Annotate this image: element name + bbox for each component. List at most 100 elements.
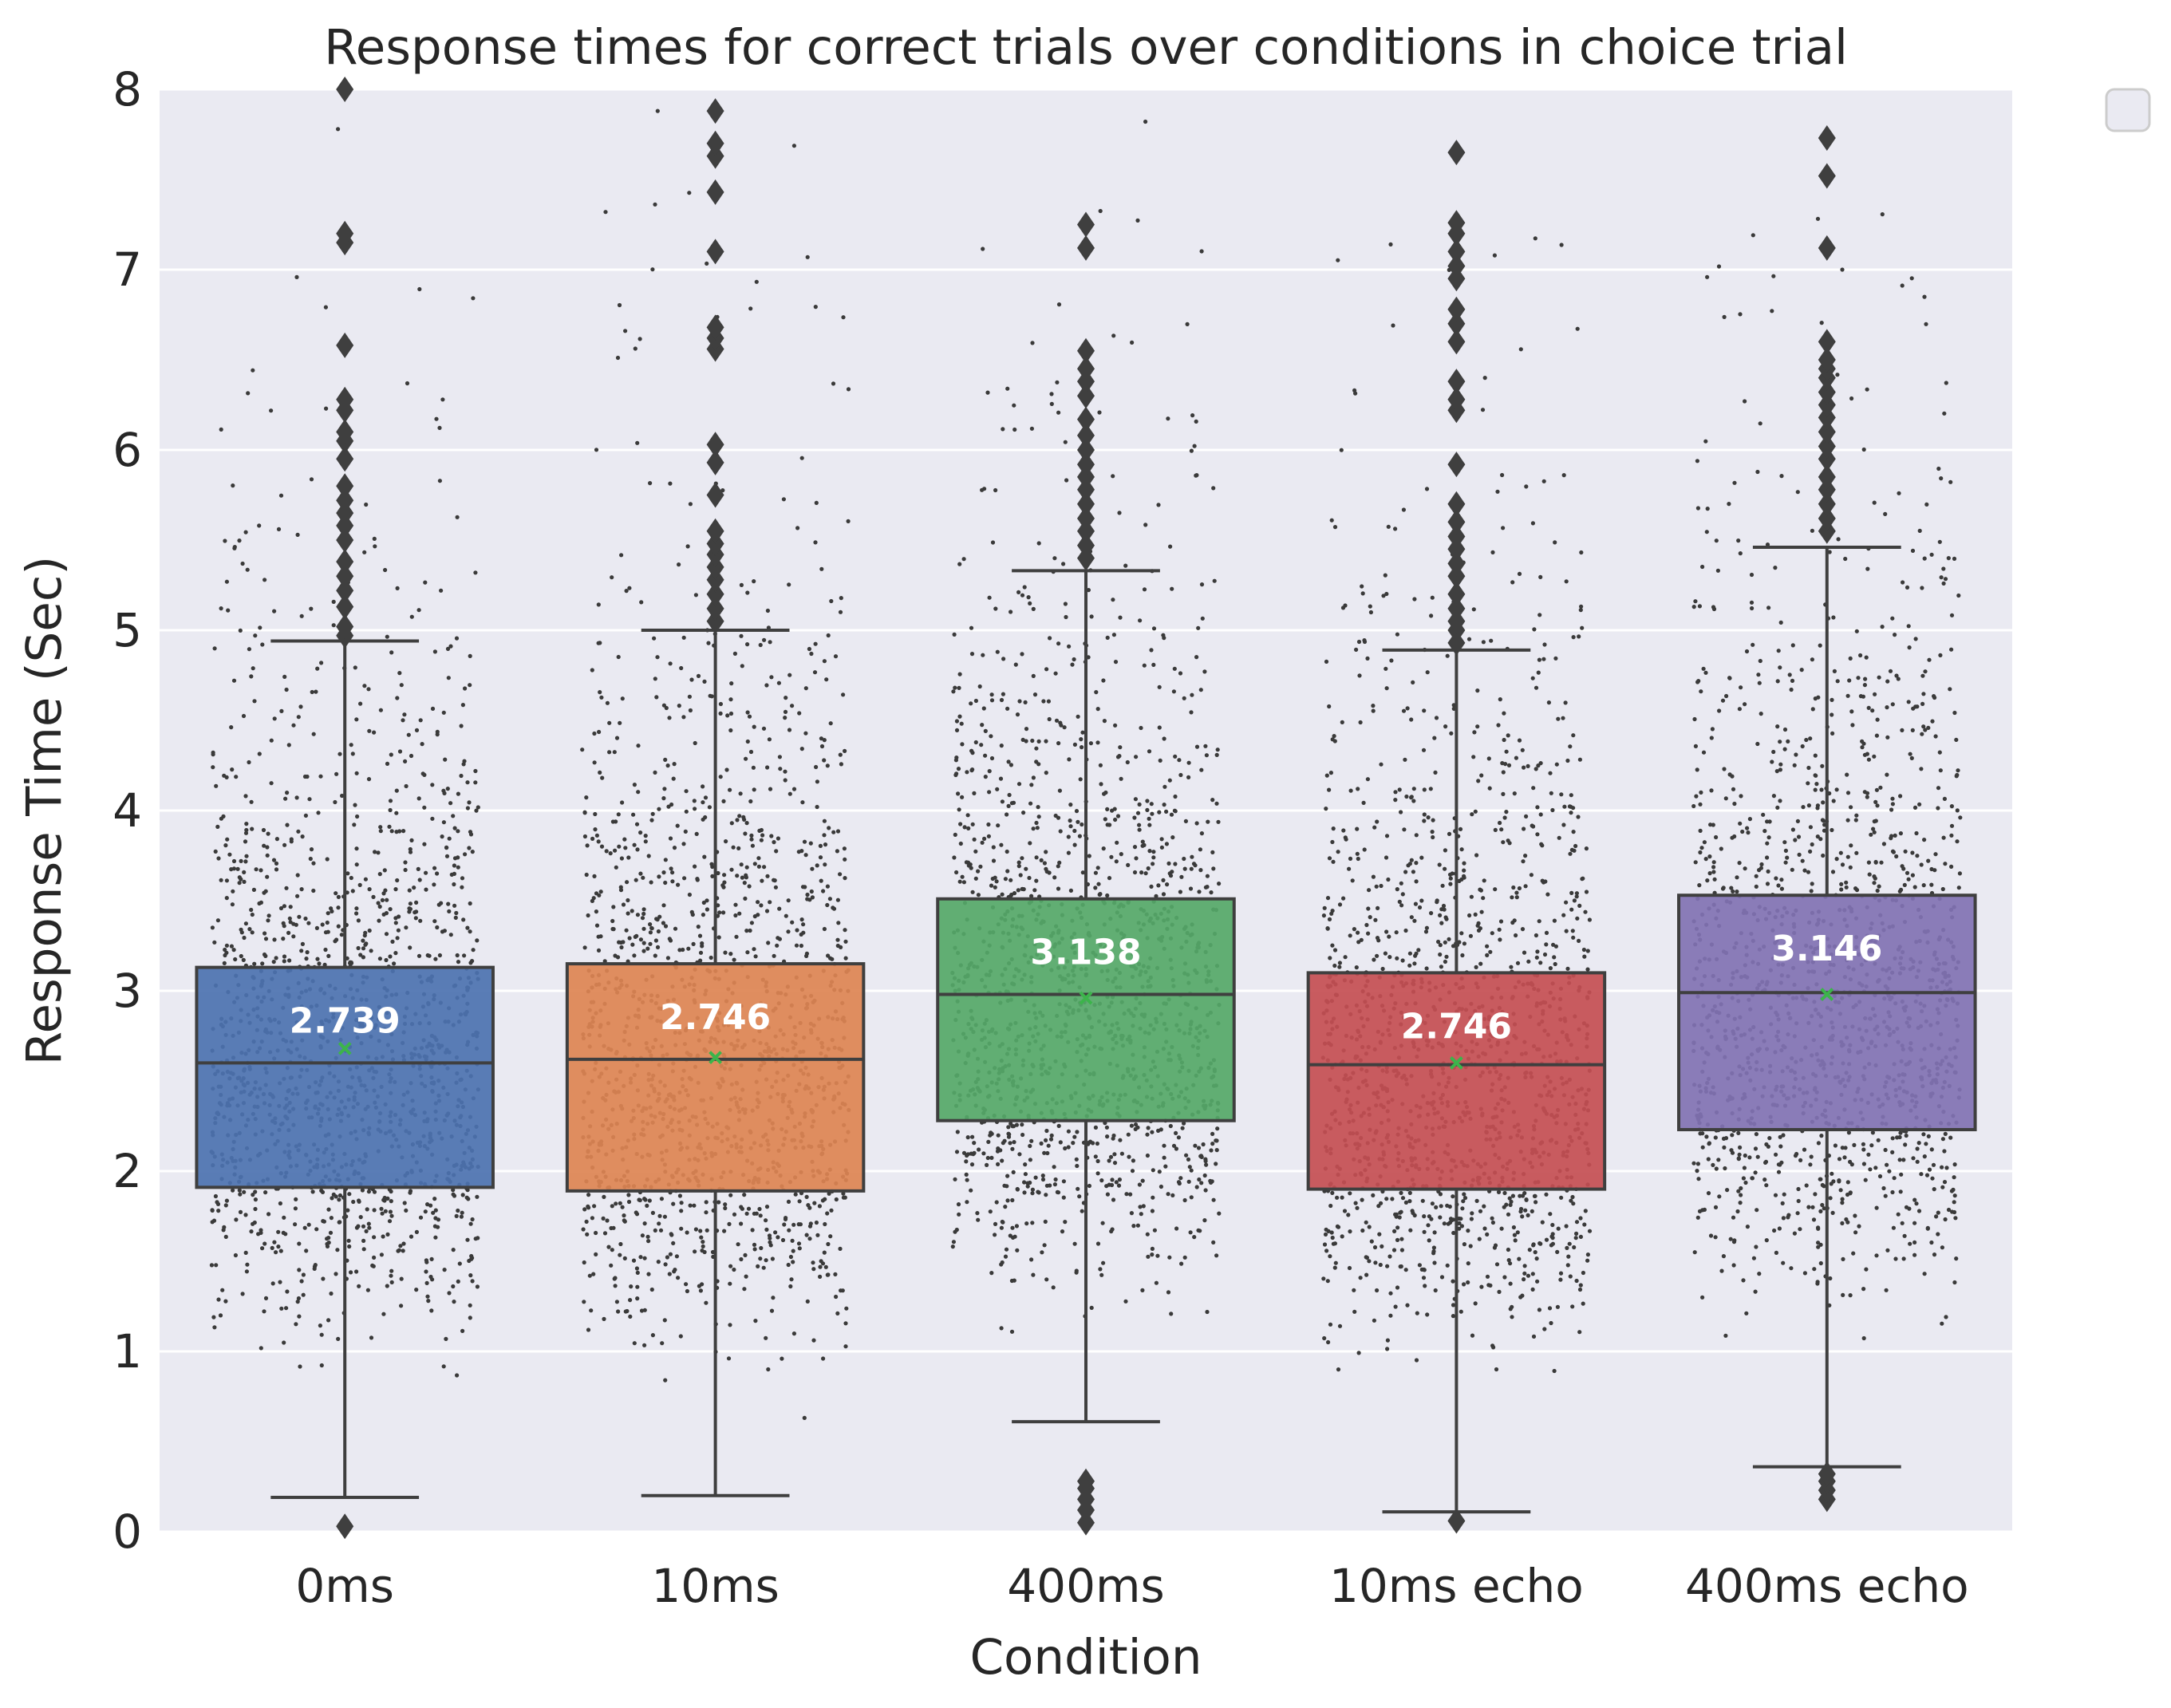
strip-point xyxy=(733,902,738,907)
strip-point xyxy=(437,425,442,431)
strip-point xyxy=(222,961,227,965)
strip-point xyxy=(1034,878,1039,883)
strip-point xyxy=(389,650,394,655)
strip-point xyxy=(598,770,602,775)
strip-point xyxy=(799,747,804,751)
strip-point xyxy=(224,579,229,584)
strip-point xyxy=(630,909,634,913)
strip-point xyxy=(242,879,247,884)
strip-point xyxy=(805,254,810,259)
strip-point xyxy=(233,1252,238,1258)
strip-point xyxy=(976,1217,981,1222)
strip-point xyxy=(430,706,436,712)
strip-point xyxy=(640,1233,645,1238)
strip-point xyxy=(772,840,776,845)
strip-point xyxy=(300,941,305,946)
strip-point xyxy=(759,838,764,842)
strip-point xyxy=(378,708,383,712)
strip-point xyxy=(1072,742,1077,747)
strip-point xyxy=(981,1151,986,1156)
strip-point xyxy=(625,1308,630,1314)
strip-point xyxy=(445,646,451,652)
strip-point xyxy=(1329,1230,1334,1235)
strip-point xyxy=(776,836,781,841)
strip-point xyxy=(728,1323,732,1327)
strip-point xyxy=(1072,657,1076,662)
strip-point xyxy=(985,1162,989,1167)
strip-point xyxy=(592,1204,597,1209)
strip-point xyxy=(1111,333,1116,338)
strip-point xyxy=(424,1280,429,1285)
strip-point xyxy=(717,910,722,915)
strip-point xyxy=(1533,1250,1537,1255)
strip-point xyxy=(1194,744,1200,749)
strip-point xyxy=(618,940,624,945)
strip-point xyxy=(646,1239,651,1244)
strip-point xyxy=(467,846,472,850)
strip-point xyxy=(1063,1146,1068,1151)
strip-point xyxy=(262,952,267,957)
strip-point xyxy=(362,550,367,554)
strip-point xyxy=(655,945,661,949)
strip-point xyxy=(628,1298,633,1303)
strip-point xyxy=(385,761,390,767)
strip-point xyxy=(1077,834,1082,838)
strip-point xyxy=(1210,850,1215,854)
strip-point xyxy=(1490,931,1494,936)
strip-point xyxy=(601,1216,606,1221)
strip-point xyxy=(1146,866,1151,871)
strip-point xyxy=(803,853,808,858)
strip-point xyxy=(727,1221,732,1226)
strip-point xyxy=(279,708,284,714)
strip-point xyxy=(745,950,750,955)
strip-point xyxy=(223,1234,228,1239)
strip-point xyxy=(464,1195,469,1200)
strip-point xyxy=(661,870,666,875)
strip-point xyxy=(743,831,748,836)
strip-point xyxy=(212,646,217,651)
strip-point xyxy=(1036,541,1041,546)
strip-point xyxy=(1443,724,1448,729)
strip-point xyxy=(638,937,644,942)
strip-point xyxy=(1458,826,1463,831)
strip-point xyxy=(635,1296,640,1301)
strip-point xyxy=(1172,808,1177,813)
strip-point xyxy=(844,1306,849,1311)
strip-point xyxy=(1537,657,1541,662)
strip-point xyxy=(364,1229,369,1233)
strip-point xyxy=(1061,562,1066,566)
strip-point xyxy=(240,561,245,566)
strip-point xyxy=(301,1272,306,1277)
strip-point xyxy=(639,600,644,605)
strip-point xyxy=(353,803,357,807)
strip-point xyxy=(635,1270,640,1275)
strip-point xyxy=(1215,1126,1220,1131)
strip-point xyxy=(262,1241,267,1246)
strip-point xyxy=(1161,892,1166,897)
strip-point xyxy=(442,791,447,796)
strip-point xyxy=(231,678,237,683)
strip-point xyxy=(1327,704,1332,709)
strip-point xyxy=(1163,1164,1168,1169)
strip-point xyxy=(395,696,400,700)
strip-point xyxy=(1093,1154,1098,1159)
strip-point xyxy=(835,829,841,834)
strip-point xyxy=(665,956,671,961)
strip-point xyxy=(632,783,637,787)
strip-point xyxy=(1328,956,1332,961)
strip-point xyxy=(656,929,661,934)
strip-point xyxy=(312,1266,317,1271)
strip-point xyxy=(1145,1132,1150,1137)
strip-point xyxy=(670,870,675,875)
strip-point xyxy=(397,1248,401,1252)
strip-point xyxy=(249,907,254,913)
strip-point xyxy=(1162,1143,1166,1148)
strip-point xyxy=(1188,1230,1193,1235)
strip-point xyxy=(819,744,825,749)
strip-point xyxy=(1159,1184,1163,1189)
strip-point xyxy=(475,1284,480,1289)
strip-point xyxy=(1186,760,1191,765)
strip-point xyxy=(1395,1225,1400,1230)
strip-point xyxy=(1513,1238,1518,1243)
strip-point xyxy=(584,795,589,800)
